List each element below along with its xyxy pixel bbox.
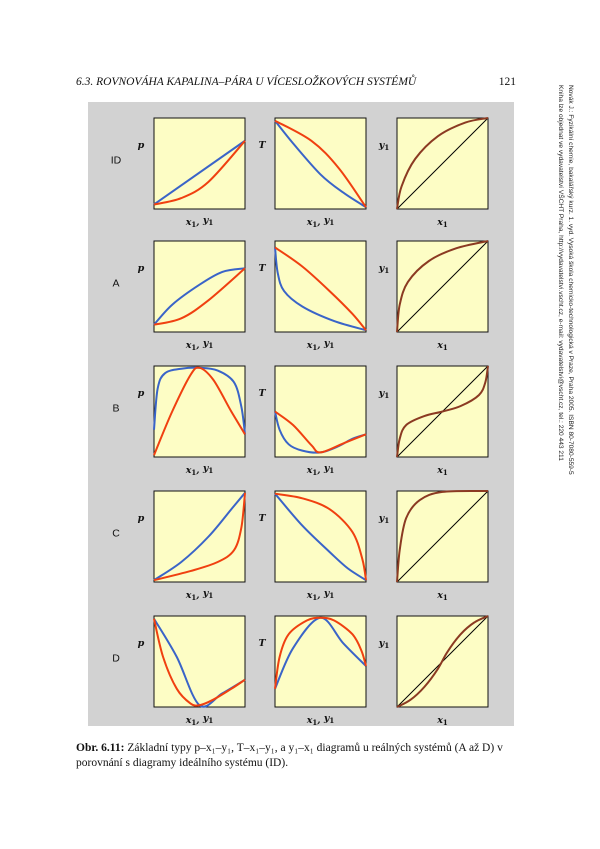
y-axis-label-A-pxy: p (138, 263, 145, 274)
y-axis-label-C-yx: y1 (378, 513, 390, 525)
row-label-C: C (112, 528, 120, 540)
side-note-line-2: Kniha lze objednat ve vydavatelství VŠCH… (557, 85, 564, 461)
liquid-curve-C-pxy (153, 492, 246, 582)
x-axis-label-A-pxy: x1, y1 (185, 338, 214, 352)
vapor-curve-ID-pxy (153, 140, 246, 206)
row-label-ID: ID (111, 155, 122, 167)
x-axis-label-C-yx: x1 (436, 590, 448, 602)
chapter-title: 6.3. ROVNOVÁHA KAPALINA–PÁRA U VÍCESLOŽK… (76, 76, 417, 88)
diagonal-A (396, 240, 489, 333)
y-axis-label-ID-pxy: p (138, 140, 145, 151)
vapor-curve-D-Txy (274, 616, 367, 689)
x-axis-label-B-Txy: x1, y1 (306, 463, 335, 477)
diagonal-C (396, 490, 489, 583)
running-header: 6.3. ROVNOVÁHA KAPALINA–PÁRA U VÍCESLOŽK… (76, 76, 516, 92)
liquid-curve-ID-pxy (153, 139, 246, 206)
caption-label: Obr. 6.11: (76, 742, 125, 754)
y-axis-label-B-pxy: p (138, 388, 145, 399)
vapor-curve-C-Txy (274, 492, 367, 581)
diagram-grid: ID p x1, y1 Tx1, y1 y1 x1 Ap x1, y1 Tx1, y1 y1 x1 B… (111, 117, 489, 726)
equilibrium-curve-D (396, 615, 489, 708)
row-label-A: A (112, 278, 119, 290)
liquid-curve-C-Txy (274, 493, 367, 582)
x-axis-label-ID-yx: x1 (436, 217, 448, 229)
caption-text: Základní typy p–x₁–y₁, T–x₁–y₁, a y₁–x₁ … (76, 742, 503, 769)
liquid-curve-ID-Txy (274, 120, 367, 209)
panel-C-pxy (153, 490, 246, 583)
figure-caption: Obr. 6.11: Základní typy p–x₁–y₁, T–x₁–y… (76, 741, 528, 771)
x-axis-label-A-yx: x1 (436, 340, 448, 352)
y-axis-label-ID-Txy: T (258, 140, 266, 151)
y-axis-label-D-pxy: p (138, 638, 145, 649)
equilibrium-curve-A (396, 240, 489, 333)
y-axis-label-ID-yx: y1 (378, 140, 390, 152)
panel-B-Txy (274, 365, 367, 458)
y-axis-label-B-Txy: T (258, 388, 266, 399)
y-axis-label-A-Txy: T (258, 263, 266, 274)
vapor-curve-C-pxy (153, 492, 246, 582)
y-axis-label-D-yx: y1 (378, 638, 390, 650)
panel-A-Txy (274, 240, 367, 333)
vapor-curve-ID-Txy (274, 119, 367, 208)
y-axis-label-D-Txy: T (258, 638, 266, 649)
x-axis-label-B-yx: x1 (436, 465, 448, 477)
vapor-curve-A-Txy (274, 246, 367, 331)
y-axis-label-A-yx: y1 (378, 263, 390, 275)
x-axis-label-C-pxy: x1, y1 (185, 588, 214, 602)
panel-D-pxy (153, 615, 246, 708)
vapor-curve-A-pxy (153, 267, 246, 326)
x-axis-label-D-yx: x1 (436, 715, 448, 726)
equilibrium-curve-ID (396, 117, 489, 210)
x-axis-label-C-Txy: x1, y1 (306, 588, 335, 602)
y-axis-label-C-pxy: p (138, 513, 145, 524)
side-note: Novák J.: Fyzikální chemie, bakalářský k… (551, 85, 575, 555)
x-axis-label-D-Txy: x1, y1 (306, 713, 335, 726)
panel-A-pxy (153, 240, 246, 333)
panel-B-pxy (153, 365, 246, 458)
liquid-curve-A-pxy (153, 267, 246, 326)
equilibrium-curve-B (396, 365, 489, 458)
x-axis-label-A-Txy: x1, y1 (306, 338, 335, 352)
y-axis-label-C-Txy: T (258, 513, 266, 524)
panel-ID-Txy (274, 117, 367, 210)
diagonal-ID (396, 117, 489, 210)
side-note-line-1: Novák J.: Fyzikální chemie, bakalářský k… (567, 85, 574, 475)
row-label-D: D (112, 653, 120, 665)
y-axis-label-B-yx: y1 (378, 388, 390, 400)
x-axis-label-ID-Txy: x1, y1 (306, 215, 335, 229)
liquid-curve-A-Txy (274, 247, 367, 332)
equilibrium-curve-C (396, 489, 489, 583)
vapor-curve-B-pxy (153, 366, 246, 456)
x-axis-label-B-pxy: x1, y1 (185, 463, 214, 477)
row-label-B: B (112, 403, 119, 415)
vapor-curve-B-Txy (274, 410, 367, 454)
panel-D-Txy (274, 615, 367, 708)
vapor-curve-D-pxy (153, 618, 246, 707)
x-axis-label-ID-pxy: x1, y1 (185, 215, 214, 229)
x-axis-label-D-pxy: x1, y1 (185, 713, 214, 726)
panel-C-Txy (274, 490, 367, 583)
page-number: 121 (498, 76, 516, 88)
